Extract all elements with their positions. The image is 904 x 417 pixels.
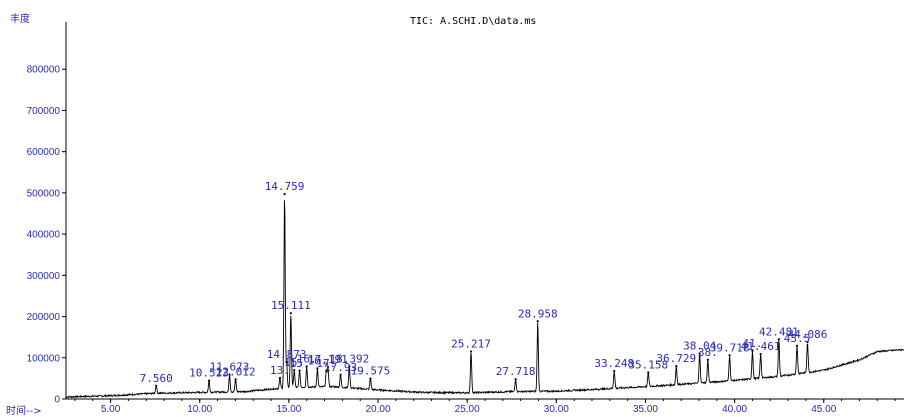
peak-point: [369, 377, 372, 380]
peak-point: [706, 358, 709, 361]
x-tick-label: 25.00: [455, 404, 480, 415]
peak-label: 17.: [316, 357, 336, 370]
peak-label: 36.729: [656, 352, 696, 365]
peak-point: [325, 370, 328, 373]
peak-label: 16.: [297, 353, 317, 366]
peak-label: 15.: [290, 357, 310, 370]
peak-label: 27.718: [496, 365, 536, 378]
y-tick-label: 100000: [27, 353, 61, 364]
peak-point: [514, 378, 517, 381]
x-tick-label: 15.00: [276, 404, 301, 415]
peak-point: [278, 376, 282, 380]
peak-label: 41.: [743, 337, 763, 350]
peak-point: [777, 338, 780, 341]
peak-label: 16.: [307, 354, 327, 367]
peak-label: 35.158: [628, 358, 668, 371]
y-tick-label: 700000: [27, 106, 61, 117]
peak-label: 19.575: [351, 365, 391, 378]
x-tick-label: 30.00: [544, 404, 569, 415]
y-tick-label: 500000: [27, 188, 61, 199]
chart-title: TIC: A.SCHI.D\data.ms: [410, 16, 537, 27]
x-tick-label: 10.00: [187, 404, 212, 415]
peak-point: [795, 344, 799, 347]
peak-point: [339, 373, 342, 376]
peak-point: [647, 371, 650, 374]
peak-label: 42.481: [759, 325, 799, 338]
peak-label: 15.111: [271, 299, 311, 312]
peak-label: 43.5: [784, 332, 811, 345]
y-axis-title: 丰度: [10, 14, 30, 25]
peak-point: [234, 378, 237, 381]
x-axis-title: 时间-->: [6, 406, 42, 417]
peak-label: 17.191: [308, 353, 348, 366]
peak-point: [283, 193, 286, 196]
peak-point: [751, 349, 754, 352]
x-tick-label: 45.00: [811, 404, 836, 415]
peak-label: 7.560: [140, 372, 173, 385]
peak-label: 38.04: [683, 339, 716, 352]
peak-point: [228, 373, 231, 376]
peak-point: [675, 364, 678, 368]
peak-label: 17.93: [324, 361, 357, 374]
peak-label: 39.718: [710, 341, 750, 354]
peak-point: [759, 353, 762, 356]
y-tick-label: 800000: [27, 65, 61, 76]
peak-point: [728, 354, 731, 357]
x-tick-label: 35.00: [633, 404, 658, 415]
peak-label: 41.461: [741, 340, 781, 353]
peak-point: [305, 365, 308, 368]
y-tick-label: 400000: [27, 230, 61, 241]
peak-point: [536, 320, 539, 323]
peak-label: 18.392: [329, 352, 369, 365]
y-tick-label: 200000: [27, 312, 61, 323]
peak-label: 28.958: [518, 307, 558, 320]
peak-point: [613, 369, 616, 373]
peak-label: 44.086: [788, 328, 828, 341]
y-tick-label: 600000: [27, 147, 61, 158]
peak-label: 12.012: [216, 365, 256, 378]
peak-label: 14.873: [267, 348, 307, 361]
peak-point: [348, 365, 351, 368]
peak-label: 15.: [284, 356, 304, 369]
peak-point: [285, 361, 288, 364]
x-axis: 5.00 10.00 15.00 20.00 25.00 30.00 35.00 40.00 4…: [66, 398, 904, 415]
peak-point: [806, 340, 809, 344]
peak-label: 33.248: [594, 357, 634, 370]
peak-point: [155, 384, 158, 387]
peak-label: 38.: [698, 346, 718, 359]
peak-point: [293, 368, 296, 372]
y-tick-label: 300000: [27, 271, 61, 282]
x-tick-label: 5.00: [101, 404, 121, 415]
peak-label: 11.673: [210, 361, 250, 374]
plot-area: [65, 193, 904, 399]
tic-trace: [65, 200, 904, 399]
x-tick-label: 20.00: [366, 404, 391, 415]
peak-point: [289, 312, 292, 315]
y-axis: 0 100000 200000 300000 400000 500000 600000 700…: [27, 22, 67, 406]
peak-label: 25.217: [451, 337, 491, 350]
peak-label: 14.759: [265, 180, 305, 193]
y-tick-label: 0: [54, 395, 60, 406]
peak-point: [698, 352, 701, 355]
peak-point: [316, 367, 319, 370]
peak-point: [326, 365, 330, 369]
peak-label: 10.523: [189, 367, 229, 380]
peak-point: [298, 369, 301, 372]
peak-point: [207, 379, 211, 382]
peak-point: [469, 350, 473, 353]
peak-label: 13.: [270, 364, 290, 377]
x-tick-label: 40.00: [722, 404, 747, 415]
